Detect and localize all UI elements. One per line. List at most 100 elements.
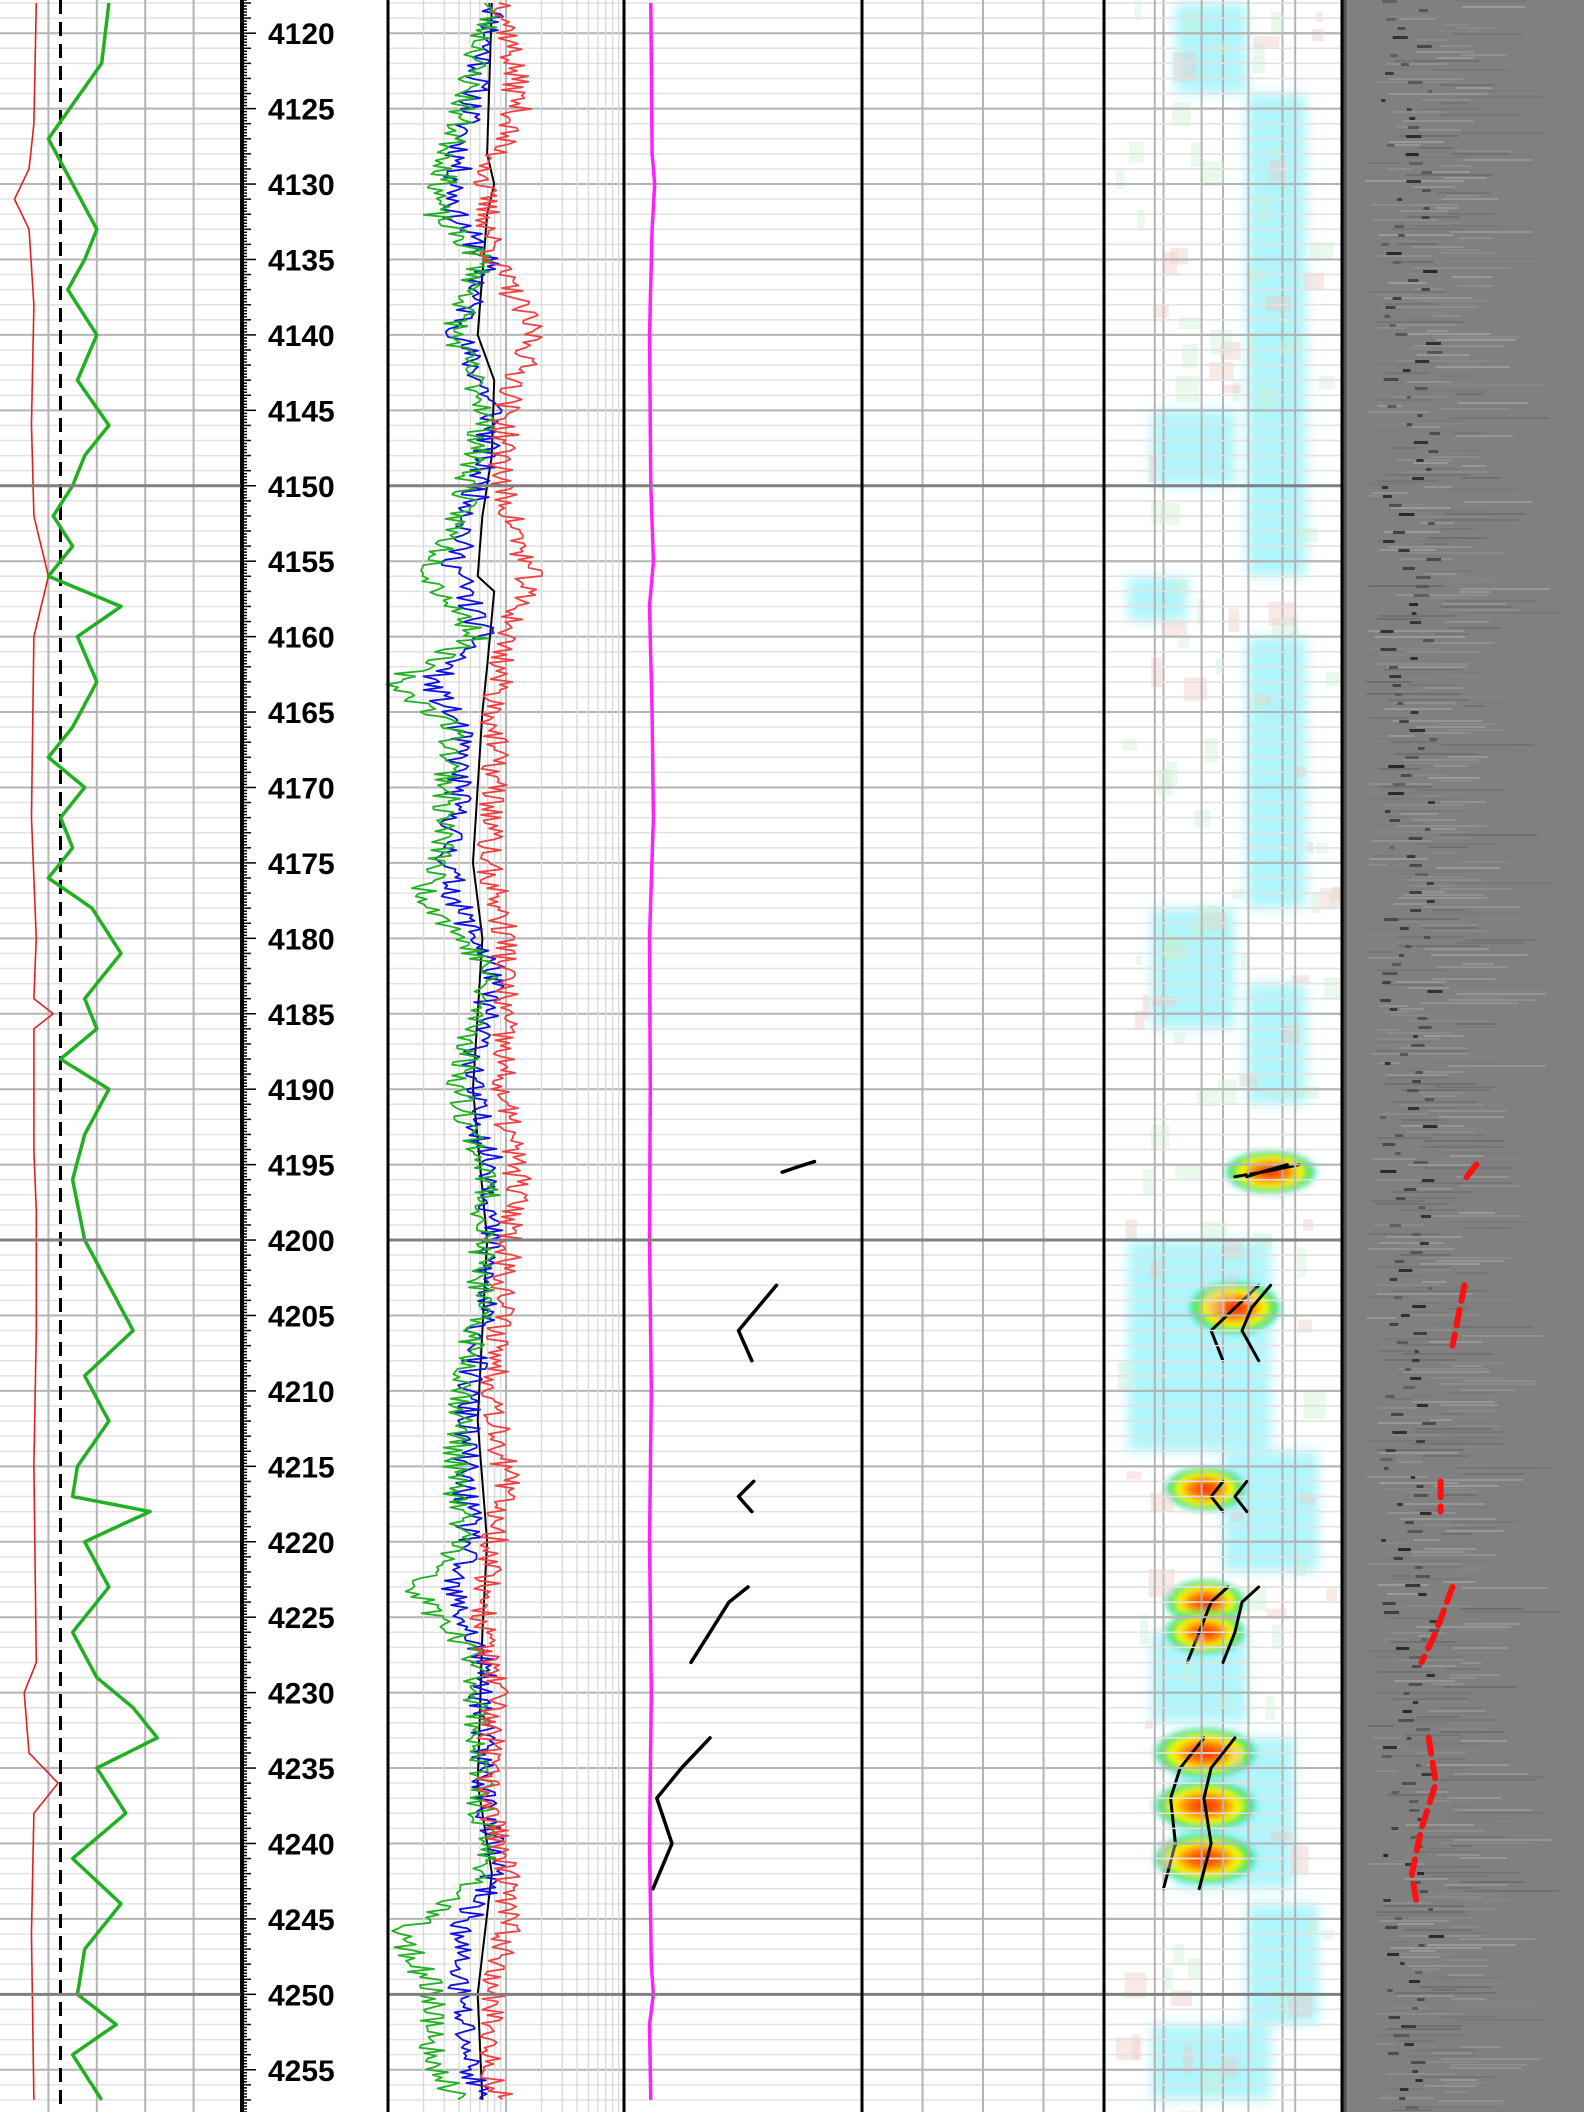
image-texture-stripe bbox=[1449, 1521, 1517, 1523]
image-dark-streak bbox=[1393, 1557, 1403, 1560]
depth-label: 4235 bbox=[268, 1753, 335, 1786]
image-texture-stripe bbox=[1435, 1206, 1463, 1208]
image-texture-stripe bbox=[1407, 1965, 1488, 1967]
image-dark-streak bbox=[1380, 648, 1397, 651]
image-texture-stripe bbox=[1443, 249, 1479, 251]
faint-texture-blotch bbox=[1303, 272, 1325, 291]
image-texture-stripe bbox=[1415, 1704, 1485, 1706]
image-dark-streak bbox=[1381, 486, 1389, 489]
image-texture-stripe bbox=[1441, 1494, 1477, 1496]
depth-label: 4255 bbox=[268, 2055, 335, 2088]
faint-texture-blotch bbox=[1151, 501, 1164, 524]
image-dark-streak bbox=[1383, 540, 1395, 543]
image-texture-stripe bbox=[1452, 438, 1517, 440]
image-texture-stripe bbox=[1392, 396, 1448, 398]
image-texture-stripe bbox=[1397, 1785, 1498, 1787]
image-texture-stripe bbox=[1421, 1665, 1457, 1667]
track-3-curves bbox=[385, 2, 543, 2101]
image-texture-stripe bbox=[1382, 804, 1465, 806]
faint-texture-blotch bbox=[1195, 905, 1221, 932]
image-dark-streak bbox=[1408, 1683, 1423, 1686]
image-dark-streak bbox=[1415, 360, 1430, 363]
image-dark-streak bbox=[1397, 1341, 1408, 1344]
image-texture-stripe bbox=[1394, 753, 1479, 755]
image-dark-streak bbox=[1416, 576, 1431, 579]
image-texture-stripe bbox=[1398, 1368, 1487, 1370]
pick-curve bbox=[1233, 1479, 1249, 1514]
image-texture-stripe bbox=[1453, 1839, 1552, 1841]
image-texture-stripe bbox=[1447, 489, 1520, 491]
image-texture-stripe bbox=[1384, 1359, 1457, 1361]
image-texture-stripe bbox=[1382, 1782, 1418, 1784]
image-texture-stripe bbox=[1456, 0, 1526, 2]
image-texture-stripe bbox=[1378, 255, 1432, 257]
image-dark-streak bbox=[1417, 1998, 1425, 2001]
image-texture-stripe bbox=[1413, 2049, 1478, 2051]
image-texture-stripe bbox=[1413, 462, 1448, 464]
image-dark-streak bbox=[1418, 1944, 1425, 1947]
image-texture-stripe bbox=[1453, 576, 1476, 578]
image-dark-streak bbox=[1424, 1098, 1434, 1101]
image-texture-stripe bbox=[1424, 1140, 1506, 1142]
image-texture-stripe bbox=[1456, 882, 1555, 884]
image-texture-stripe bbox=[1449, 534, 1510, 536]
image-texture-stripe bbox=[1374, 636, 1466, 638]
image-dark-streak bbox=[1386, 144, 1395, 147]
image-texture-stripe bbox=[1382, 1113, 1428, 1115]
image-texture-stripe bbox=[1412, 1401, 1495, 1403]
image-texture-stripe bbox=[1421, 1620, 1480, 1622]
image-texture-stripe bbox=[1377, 768, 1422, 770]
image-texture-stripe bbox=[1369, 798, 1467, 800]
image-texture-stripe bbox=[1431, 837, 1474, 839]
image-dark-streak bbox=[1382, 1746, 1397, 1749]
depth-label: 4190 bbox=[268, 1074, 335, 1107]
image-texture-stripe bbox=[1433, 2052, 1471, 2054]
image-texture-stripe bbox=[1422, 468, 1458, 470]
image-dark-streak bbox=[1421, 171, 1433, 174]
image-dark-streak bbox=[1400, 63, 1409, 66]
image-dark-streak bbox=[1391, 1791, 1399, 1794]
image-texture-stripe bbox=[1419, 2076, 1495, 2078]
image-texture-stripe bbox=[1450, 12, 1500, 14]
image-texture-stripe bbox=[1373, 1695, 1412, 1697]
image-dark-streak bbox=[1393, 531, 1405, 534]
image-dark-streak bbox=[1388, 2016, 1401, 2019]
faint-texture-blotch bbox=[1287, 1994, 1313, 2018]
depth-label: 4135 bbox=[268, 244, 335, 277]
image-texture-stripe bbox=[1449, 1806, 1472, 1808]
depth-label: 4160 bbox=[268, 622, 335, 655]
image-texture-stripe bbox=[1412, 1188, 1452, 1190]
image-texture-stripe bbox=[1441, 102, 1469, 104]
faint-texture-blotch bbox=[1181, 1659, 1192, 1685]
image-texture-stripe bbox=[1391, 1068, 1429, 1070]
depth-label: 4200 bbox=[268, 1225, 335, 1258]
image-texture-stripe bbox=[1458, 1194, 1486, 1196]
image-texture-stripe bbox=[1410, 564, 1461, 566]
image-dark-streak bbox=[1395, 1197, 1406, 1200]
image-texture-stripe bbox=[1421, 1281, 1447, 1283]
image-texture-stripe bbox=[1450, 1845, 1471, 1847]
image-texture-stripe bbox=[1433, 1977, 1500, 1979]
image-texture-stripe bbox=[1415, 51, 1474, 53]
cyan-energy-band bbox=[1127, 576, 1188, 622]
image-texture-stripe bbox=[1417, 1230, 1491, 1232]
image-dark-streak bbox=[1402, 1710, 1412, 1713]
image-texture-stripe bbox=[1456, 1467, 1553, 1469]
image-texture-stripe bbox=[1380, 2055, 1478, 2057]
image-texture-stripe bbox=[1372, 1053, 1469, 1055]
image-texture-stripe bbox=[1413, 1539, 1440, 1541]
image-texture-stripe bbox=[1405, 1020, 1487, 1022]
image-texture-stripe bbox=[1424, 222, 1461, 224]
faint-texture-blotch bbox=[1323, 977, 1340, 1000]
image-texture-stripe bbox=[1388, 735, 1414, 737]
image-texture-stripe bbox=[1433, 1485, 1499, 1487]
image-texture-stripe bbox=[1427, 711, 1527, 713]
image-texture-stripe bbox=[1409, 972, 1455, 974]
image-texture-stripe bbox=[1444, 657, 1507, 659]
image-texture-stripe bbox=[1407, 1164, 1471, 1166]
faint-texture-blotch bbox=[1161, 620, 1188, 638]
faint-texture-blotch bbox=[1172, 52, 1197, 82]
image-texture-stripe bbox=[1423, 1035, 1464, 1037]
image-texture-stripe bbox=[1427, 570, 1474, 572]
image-texture-stripe bbox=[1367, 411, 1430, 413]
